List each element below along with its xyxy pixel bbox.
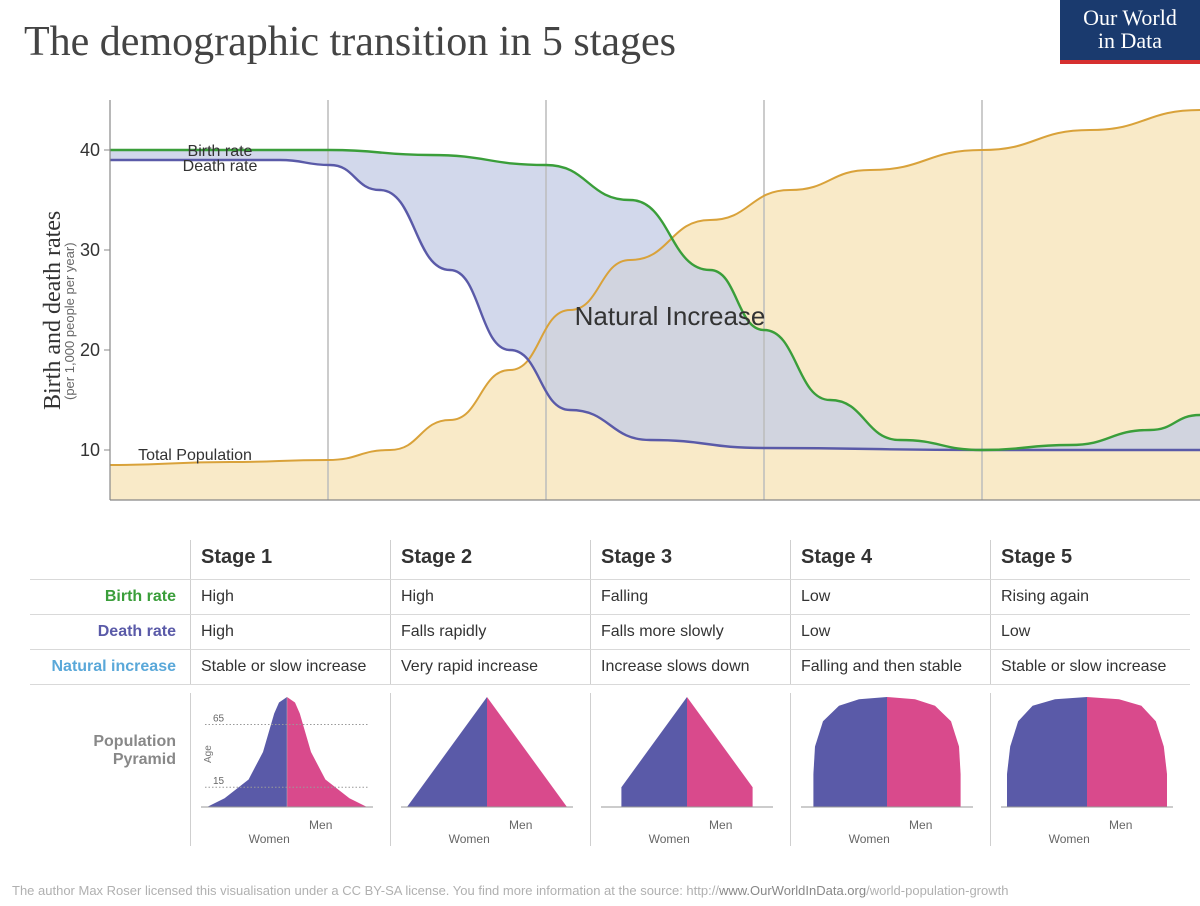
pyramid-gender-labels: MenWomen xyxy=(797,818,984,846)
stage-header: Stage 4 xyxy=(790,540,990,579)
table-cell: Very rapid increase xyxy=(390,650,590,684)
pyramid-gender-labels: MenWomen xyxy=(997,818,1184,846)
table-cell: Low xyxy=(990,615,1190,649)
page-title: The demographic transition in 5 stages xyxy=(24,18,676,66)
transition-chart: 10203040Birth and death rates(per 1,000 … xyxy=(30,80,1200,520)
table-cell: Rising again xyxy=(990,580,1190,614)
natural-increase-label: Natural Increase xyxy=(575,301,766,331)
stage-header: Stage 1 xyxy=(190,540,390,579)
svg-text:Age: Age xyxy=(203,745,214,763)
table-row: Birth rateHighHighFallingLowRising again xyxy=(30,579,1190,614)
table-cell: Falls more slowly xyxy=(590,615,790,649)
table-cell: High xyxy=(190,615,390,649)
row-label: Birth rate xyxy=(30,580,190,614)
pyramid-cell: MenWomen xyxy=(590,693,790,846)
footer-link: www.OurWorldInData.org xyxy=(719,883,866,898)
table-cell: Low xyxy=(790,615,990,649)
table-cell: High xyxy=(190,580,390,614)
stage-header: Stage 5 xyxy=(990,540,1190,579)
table-row: Death rateHighFalls rapidlyFalls more sl… xyxy=(30,614,1190,649)
table-row: Natural increaseStable or slow increaseV… xyxy=(30,649,1190,685)
pyramid-gender-labels: MenWomen xyxy=(597,818,784,846)
pyramid-cell: MenWomen xyxy=(990,693,1190,846)
population-pyramid xyxy=(597,697,777,811)
pyramid-cell: 65 15 Age MenWomen xyxy=(190,693,390,846)
y-tick-label: 10 xyxy=(80,440,100,460)
pyramid-gender-labels: MenWomen xyxy=(197,818,384,846)
table-cell: Falls rapidly xyxy=(390,615,590,649)
svg-text:15: 15 xyxy=(213,776,225,787)
svg-text:65: 65 xyxy=(213,714,225,725)
footer-pre: The author Max Roser licensed this visua… xyxy=(12,883,719,898)
population-label: Total Population xyxy=(138,447,252,464)
stage-header: Stage 2 xyxy=(390,540,590,579)
row-label: Death rate xyxy=(30,615,190,649)
footer-post: /world-population-growth xyxy=(866,883,1008,898)
population-pyramid: 65 15 Age xyxy=(197,697,377,811)
y-tick-label: 20 xyxy=(80,340,100,360)
table-cell: Increase slows down xyxy=(590,650,790,684)
pyramid-cell: MenWomen xyxy=(390,693,590,846)
y-axis-subtitle: (per 1,000 people per year) xyxy=(62,242,77,400)
logo-line-2: in Data xyxy=(1060,29,1200,52)
population-pyramid xyxy=(797,697,977,811)
table-cell: Stable or slow increase xyxy=(190,650,390,684)
y-tick-label: 30 xyxy=(80,240,100,260)
population-pyramid xyxy=(997,697,1177,811)
pyramid-row-label: PopulationPyramid xyxy=(30,693,190,846)
table-cell: Falling and then stable xyxy=(790,650,990,684)
owid-logo: Our World in Data xyxy=(1060,0,1200,64)
y-tick-label: 40 xyxy=(80,140,100,160)
population-pyramid xyxy=(397,697,577,811)
table-cell: Stable or slow increase xyxy=(990,650,1190,684)
footer-credit: The author Max Roser licensed this visua… xyxy=(12,883,1008,898)
row-label: Natural increase xyxy=(30,650,190,684)
logo-line-1: Our World xyxy=(1060,6,1200,29)
pyramid-cell: MenWomen xyxy=(790,693,990,846)
death-rate-label: Death rate xyxy=(183,158,258,175)
table-cell: Falling xyxy=(590,580,790,614)
pyramid-gender-labels: MenWomen xyxy=(397,818,584,846)
stage-header: Stage 3 xyxy=(590,540,790,579)
stage-table: Stage 1Stage 2Stage 3Stage 4Stage 5 Birt… xyxy=(30,540,1190,846)
table-cell: Low xyxy=(790,580,990,614)
table-cell: High xyxy=(390,580,590,614)
